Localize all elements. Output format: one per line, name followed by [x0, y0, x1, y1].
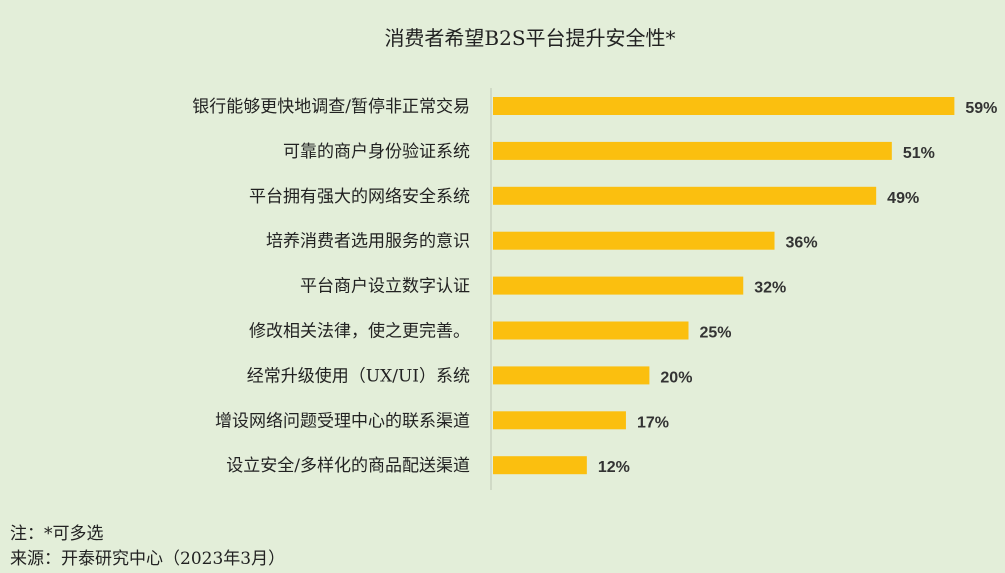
bar [493, 231, 775, 250]
data-label: 49% [887, 190, 919, 207]
bar [493, 186, 877, 205]
category-label: 可靠的商户身份验证系统 [283, 142, 470, 162]
category-label: 培养消费者选用服务的意识 [266, 232, 470, 252]
data-label: 25% [700, 325, 732, 342]
chart-source: 来源：开泰研究中心（2023年3月） [10, 549, 286, 569]
chart-note: 注：*可多选 [10, 524, 104, 544]
data-label: 17% [637, 414, 669, 431]
category-label: 修改相关法律，使之更完善。 [249, 321, 470, 342]
data-label: 51% [903, 145, 935, 162]
data-label: 59% [965, 100, 997, 117]
bar [493, 276, 744, 295]
category-label: 增设网络问题受理中心的联系渠道 [215, 411, 470, 431]
category-label: 银行能够更快地调查/暂停非正常交易 [192, 97, 470, 117]
chart-title: 消费者希望B2S平台提升安全性* [384, 26, 676, 50]
category-label: 平台商户设立数字认证 [300, 277, 470, 297]
bar [493, 321, 689, 340]
bar [493, 456, 587, 475]
category-label: 设立安全/多样化的商品配送渠道 [226, 456, 470, 476]
data-label: 20% [660, 369, 692, 386]
data-label: 12% [598, 459, 630, 476]
category-label: 经常升级使用（UX/UI）系统 [247, 365, 470, 386]
bar [493, 97, 955, 115]
bar [493, 141, 892, 160]
data-label: 32% [754, 280, 786, 297]
bar [493, 411, 626, 430]
bar [493, 366, 650, 385]
category-label: 平台拥有强大的网络安全系统 [249, 187, 470, 207]
data-label: 36% [786, 235, 818, 252]
